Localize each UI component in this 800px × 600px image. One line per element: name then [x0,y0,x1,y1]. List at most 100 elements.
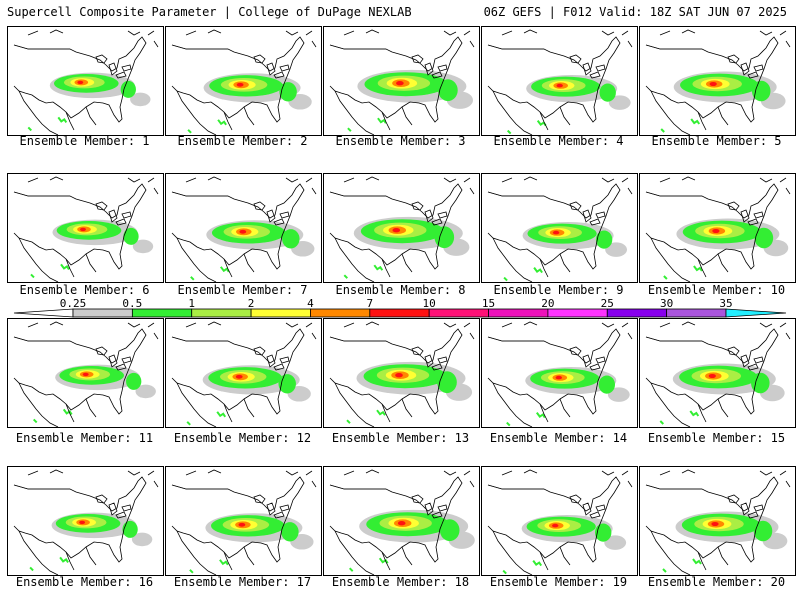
scp-contour-gray [131,532,153,547]
great-lakes-outline [569,346,606,371]
border-line [487,191,544,197]
canada-coast-outline [27,321,159,340]
colorbar-swatch [547,308,608,318]
scp-contour-green [347,117,387,132]
ensemble-panel [481,26,638,136]
mexico-outline [176,237,255,282]
panel-map [329,321,475,427]
panel-map [487,176,633,282]
mexico-outline [492,90,571,135]
scp-contour-green [660,118,701,133]
scp-contour-green [663,265,703,280]
scp-contour-green [503,267,543,282]
scp-contour-green [32,408,73,424]
great-lakes-outline [95,494,132,519]
great-lakes-outline [727,54,764,79]
ensemble-panel [639,173,796,283]
ensemble-panel [165,173,322,283]
ensemble-panel [323,173,480,283]
scp-contour-green [751,80,771,102]
colorbar-swatch [131,308,193,318]
canada-coast-outline [27,469,159,488]
mexico-outline [18,90,97,135]
mexico-outline [650,90,729,135]
colorbar-swatch [191,308,252,318]
run-info: 06Z GEFS | F012 Valid: 18Z SAT JUN 07 20… [483,5,787,19]
canada-coast-outline [501,469,633,488]
scp-contour-green [30,263,70,279]
ensemble-panel [481,466,638,576]
scp-contour-red [238,522,246,527]
border-line [487,484,544,490]
ensemble-member-label: Ensemble Member: 5 [651,134,782,148]
panel-map [171,321,317,427]
canada-coast-outline [501,29,633,48]
border-line [13,191,70,197]
scp-contour-red [552,230,560,235]
colorbar-swatch [72,308,133,318]
great-lakes-outline [253,201,290,226]
colorbar-swatch [725,308,787,318]
scp-contour-green [187,119,227,134]
panel-map [171,176,317,282]
mexico-outline [176,530,255,575]
ensemble-member-label: Ensemble Member: 19 [489,575,628,589]
scp-contour-red [82,372,89,377]
scp-contour-red [708,373,716,379]
scp-contour-green [595,230,613,249]
ensemble-member-label: Ensemble Member: 16 [15,575,154,589]
great-lakes-outline [569,54,606,79]
canada-coast-outline [27,29,159,48]
scp-contour-green [751,372,770,394]
scp-contour-green [439,519,460,542]
canada-coast-outline [501,176,633,195]
scp-contour-red [77,80,84,85]
panel-map [13,469,159,575]
scp-contour-green [753,520,773,542]
border-line [13,484,70,490]
colorbar-swatch [666,308,727,318]
scp-contour-red [711,521,719,527]
ensemble-panel [165,26,322,136]
border-line [171,44,228,50]
border-line [13,336,70,342]
border-line [13,44,70,50]
panel-map [645,176,791,282]
great-lakes-outline [411,201,448,226]
great-lakes-outline [95,346,132,371]
mexico-outline [492,382,571,427]
canada-coast-outline [185,469,317,488]
mexico-outline [334,530,413,575]
colorbar-swatch [250,308,311,318]
ensemble-panel [7,318,164,428]
mexico-outline [492,530,571,575]
great-lakes-outline [95,54,132,79]
scp-contour-gray [608,95,631,110]
border-line [329,336,386,342]
scp-contour-red [556,83,563,88]
ensemble-member-label: Ensemble Member: 20 [647,575,786,589]
great-lakes-outline [569,494,606,519]
canada-coast-outline [501,321,633,340]
panel-map [645,29,791,135]
colorbar-tick-label: 15 [482,298,495,310]
scp-contour-red [555,375,562,380]
scp-contour-green [27,116,68,132]
scp-contour-red [712,228,720,234]
ensemble-panel [323,318,480,428]
border-line [171,484,228,490]
colorbar: 0.25 0.5 1 2 4 7 10 15 20 25 30 35 [0,298,800,322]
colorbar-swatch [310,308,371,318]
panel-map [13,176,159,282]
scp-contour-green [279,82,297,102]
ensemble-panel [7,466,164,576]
ensemble-panel [165,466,322,576]
scp-contour-green [595,523,612,542]
scp-contour-red [395,373,403,378]
ensemble-panel [639,318,796,428]
canada-coast-outline [343,176,475,195]
colorbar-swatch [606,308,668,318]
border-line [645,336,702,342]
scp-contour-green [120,80,136,98]
panel-map [171,469,317,575]
